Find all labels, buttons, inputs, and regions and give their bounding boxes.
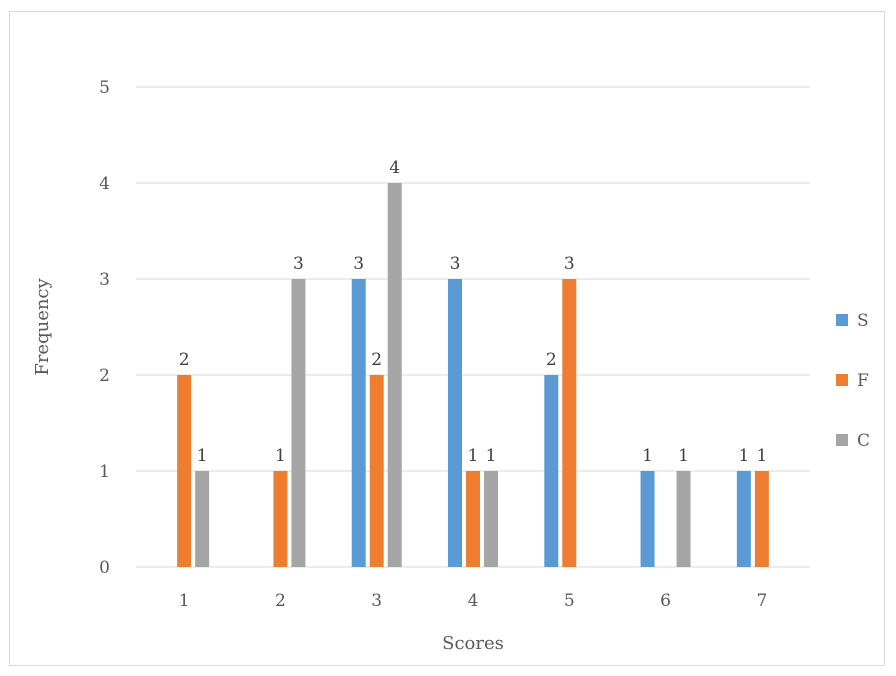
y-tick-label: 2: [99, 366, 110, 386]
legend-swatch-S: [836, 314, 848, 326]
legend-swatch-C: [836, 434, 848, 446]
bar-F-1: [177, 375, 192, 567]
data-label: 2: [179, 350, 190, 370]
bar-S-4: [448, 279, 462, 567]
data-label: 3: [564, 254, 575, 274]
data-label: 4: [389, 158, 400, 178]
x-tick-label: 3: [371, 591, 382, 611]
data-label: 1: [756, 446, 767, 466]
bar-S-7: [736, 471, 751, 567]
x-tick-label: 2: [275, 591, 286, 611]
data-label: 3: [353, 254, 364, 274]
data-label: 1: [738, 446, 749, 466]
bar-S-3: [351, 279, 366, 567]
x-tick-label: 6: [660, 591, 671, 611]
y-tick-label: 5: [99, 78, 110, 98]
data-label: 3: [293, 254, 304, 274]
bar-F-3: [369, 375, 384, 567]
data-label: 1: [642, 446, 653, 466]
legend-label: F: [857, 371, 869, 391]
data-label: 1: [678, 446, 689, 466]
legend-label: S: [857, 311, 869, 331]
y-tick-label: 3: [99, 270, 110, 290]
data-label: 1: [468, 446, 479, 466]
bar-F-2: [273, 471, 288, 567]
data-label: 3: [450, 254, 461, 274]
y-tick-label: 1: [99, 462, 110, 482]
bar-S-5: [544, 375, 559, 567]
data-label: 2: [371, 350, 382, 370]
x-tick-label: 1: [179, 591, 190, 611]
x-tick-label: 4: [468, 591, 479, 611]
data-label: 1: [275, 446, 286, 466]
data-label: 1: [486, 446, 497, 466]
bar-C-4: [484, 471, 498, 567]
bar-C-3: [387, 183, 402, 567]
bar-C-2: [291, 279, 306, 567]
bar-C-1: [195, 471, 210, 567]
legend-swatch-F: [836, 374, 848, 386]
bar-F-5: [562, 279, 577, 567]
bar-C-6: [676, 471, 691, 567]
y-axis-title: Frequency: [32, 277, 53, 375]
bar-F-7: [754, 471, 769, 567]
bar-F-4: [466, 471, 480, 567]
x-tick-label: 7: [756, 591, 767, 611]
y-tick-label: 0: [99, 558, 110, 578]
x-tick-label: 5: [564, 591, 575, 611]
y-tick-label: 4: [99, 174, 110, 194]
legend-label: C: [857, 431, 870, 451]
bar-S-6: [640, 471, 655, 567]
data-label: 1: [197, 446, 208, 466]
data-label: 2: [546, 350, 557, 370]
x-axis-title: Scores: [442, 633, 504, 654]
